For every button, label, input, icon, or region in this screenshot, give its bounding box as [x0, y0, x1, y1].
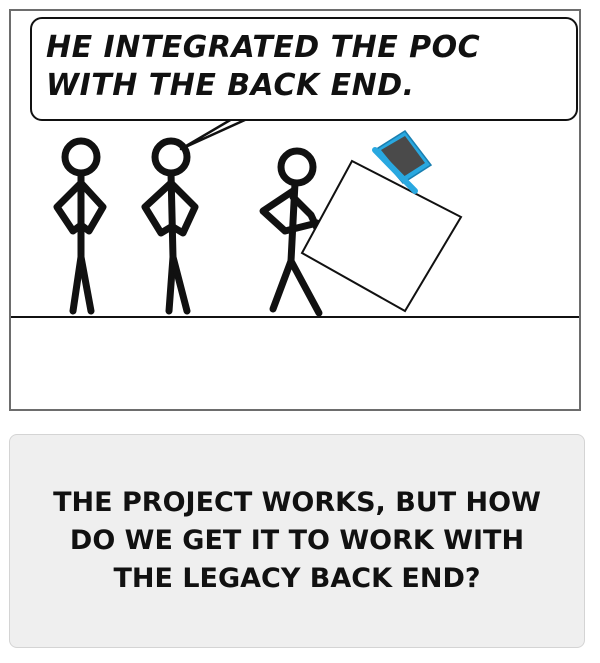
speech-line-2: WITH THE BACK END.: [46, 68, 415, 103]
panel-art: [11, 107, 579, 318]
laptop-icon: [372, 129, 433, 194]
speech-line-1: HE INTEGRATED THE POC: [46, 30, 481, 65]
stick-figure-1: [53, 137, 107, 315]
stick-figure-2: [141, 137, 199, 315]
caption-line-1: THE PROJECT WORKS, BUT HOW: [53, 487, 541, 518]
box: [300, 159, 463, 313]
caption-box: THE PROJECT WORKS, BUT HOW DO WE GET IT …: [9, 434, 585, 648]
comic-panel: HE INTEGRATED THE POC WITH THE BACK END.: [9, 9, 581, 411]
speech-bubble: HE INTEGRATED THE POC WITH THE BACK END.: [30, 17, 578, 121]
caption-line-2: DO WE GET IT TO WORK WITH: [69, 525, 525, 556]
stick-figure-3: [259, 147, 325, 317]
caption-line-3: THE LEGACY BACK END?: [113, 563, 481, 594]
